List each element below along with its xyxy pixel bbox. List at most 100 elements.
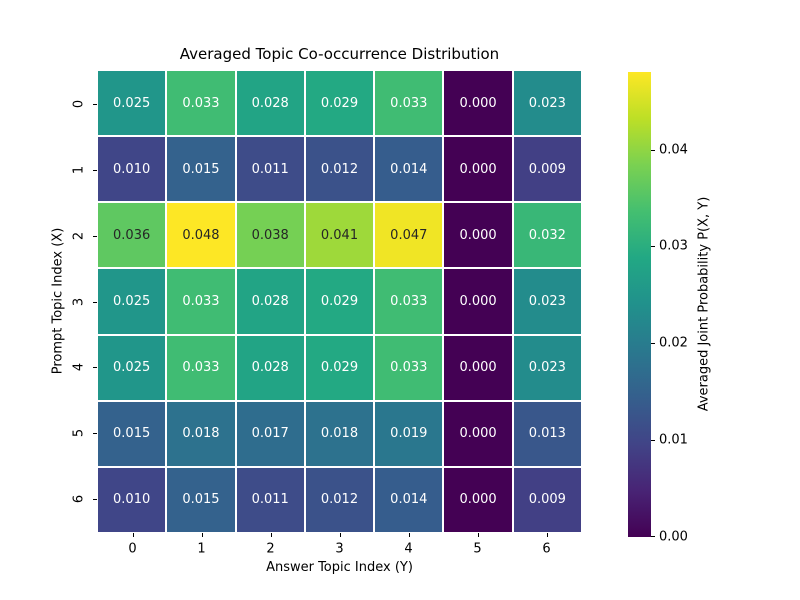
heatmap-cell: 0.048: [167, 203, 235, 268]
colorbar-tick-mark: [651, 246, 655, 248]
heatmap-cell: 0.010: [98, 467, 166, 532]
x-tick-mark: [339, 533, 341, 537]
heatmap-cell: 0.000: [444, 203, 512, 268]
x-tick-label: 5: [473, 541, 482, 557]
heatmap-cell: 0.015: [167, 137, 235, 202]
cell-value: 0.047: [390, 227, 428, 243]
y-tick-mark: [93, 169, 97, 171]
heatmap-cell: 0.018: [167, 401, 235, 466]
cell-value: 0.025: [113, 360, 151, 376]
heatmap-cell: 0.028: [236, 71, 304, 136]
y-tick-mark: [93, 235, 97, 237]
heatmap-cell: 0.015: [98, 401, 166, 466]
heatmap-cell: 0.033: [375, 71, 443, 136]
cell-value: 0.033: [182, 95, 220, 111]
heatmap-cell: 0.000: [444, 401, 512, 466]
cell-value: 0.018: [182, 426, 220, 442]
heatmap-cell: 0.038: [236, 203, 304, 268]
heatmap-cell: 0.023: [513, 269, 581, 334]
cell-value: 0.012: [320, 161, 359, 177]
heatmap-cell: 0.000: [444, 269, 512, 334]
cell-value: 0.033: [182, 360, 220, 376]
colorbar-tick-label: 0.03: [659, 238, 688, 254]
heatmap-cell: 0.009: [513, 467, 581, 532]
colorbar-tick-label: 0.01: [659, 432, 688, 448]
x-tick-mark: [546, 533, 548, 537]
cell-value: 0.032: [528, 227, 566, 243]
cell-value: 0.000: [459, 95, 497, 111]
cell-value: 0.010: [113, 161, 151, 177]
cell-value: 0.028: [251, 293, 289, 309]
cell-value: 0.025: [113, 293, 151, 309]
y-tick-mark: [93, 499, 97, 501]
x-tick-mark: [408, 533, 410, 537]
y-tick-label: 5: [71, 429, 87, 438]
cell-value: 0.012: [320, 492, 359, 508]
colorbar-label: Averaged Joint Probability P(X, Y): [696, 196, 712, 412]
heatmap-cell: 0.025: [98, 269, 166, 334]
heatmap-cell: 0.033: [375, 269, 443, 334]
cell-value: 0.041: [320, 227, 359, 243]
heatmap-cell: 0.025: [98, 71, 166, 136]
heatmap-cell: 0.012: [305, 137, 374, 202]
cell-value: 0.019: [390, 426, 428, 442]
heatmap-cell: 0.033: [167, 269, 235, 334]
cell-value: 0.033: [390, 95, 428, 111]
colorbar: [628, 72, 651, 537]
heatmap-cell: 0.019: [375, 401, 443, 466]
colorbar-tick-label: 0.00: [659, 529, 688, 545]
heatmap-cell: 0.036: [98, 203, 166, 268]
heatmap-cell: 0.009: [513, 137, 581, 202]
cell-value: 0.000: [459, 161, 497, 177]
y-tick-mark: [93, 433, 97, 435]
x-tick-mark: [270, 533, 272, 537]
cell-value: 0.015: [182, 492, 220, 508]
y-tick-mark: [93, 367, 97, 369]
cell-value: 0.029: [320, 360, 359, 376]
heatmap-cell: 0.011: [236, 137, 304, 202]
cell-value: 0.000: [459, 426, 497, 442]
cell-value: 0.029: [320, 293, 359, 309]
heatmap-cell: 0.014: [375, 137, 443, 202]
heatmap-cell: 0.028: [236, 269, 304, 334]
cell-value: 0.023: [528, 95, 566, 111]
colorbar-tick-mark: [651, 440, 655, 442]
cell-value: 0.014: [390, 492, 428, 508]
heatmap-cell: 0.017: [236, 401, 304, 466]
cell-value: 0.033: [390, 360, 428, 376]
cell-value: 0.033: [182, 293, 220, 309]
cell-value: 0.018: [320, 426, 359, 442]
x-tick-label: 4: [404, 541, 413, 557]
x-tick-mark: [201, 533, 203, 537]
cell-value: 0.009: [528, 492, 566, 508]
cell-value: 0.000: [459, 360, 497, 376]
y-tick-mark: [93, 301, 97, 303]
heatmap-cell: 0.025: [98, 335, 166, 400]
heatmap-cell: 0.033: [375, 335, 443, 400]
colorbar-tick-mark: [651, 149, 655, 151]
cell-value: 0.038: [251, 227, 289, 243]
chart-title: Averaged Topic Co-occurrence Distributio…: [179, 45, 500, 63]
x-tick-mark: [132, 533, 134, 537]
cell-value: 0.029: [320, 95, 359, 111]
heatmap-cell: 0.011: [236, 467, 304, 532]
heatmap-cell: 0.013: [513, 401, 581, 466]
heatmap-cell: 0.033: [167, 335, 235, 400]
y-axis-label: Prompt Topic Index (X): [50, 227, 66, 375]
x-tick-label: 1: [197, 541, 206, 557]
heatmap-cell: 0.047: [375, 203, 443, 268]
heatmap-cell: 0.033: [167, 71, 235, 136]
y-tick-label: 0: [71, 99, 87, 109]
heatmap-cell: 0.012: [305, 467, 374, 532]
heatmap-cell: 0.015: [167, 467, 235, 532]
colorbar-tick-mark: [651, 536, 655, 537]
heatmap-cell: 0.029: [305, 269, 374, 334]
x-tick-mark: [477, 533, 479, 537]
y-tick-mark: [93, 103, 97, 105]
heatmap-cell: 0.029: [305, 335, 374, 400]
heatmap-cell: 0.000: [444, 467, 512, 532]
heatmap-cell: 0.032: [513, 203, 581, 268]
x-tick-label: 0: [128, 541, 137, 557]
heatmap-cell: 0.000: [444, 335, 512, 400]
